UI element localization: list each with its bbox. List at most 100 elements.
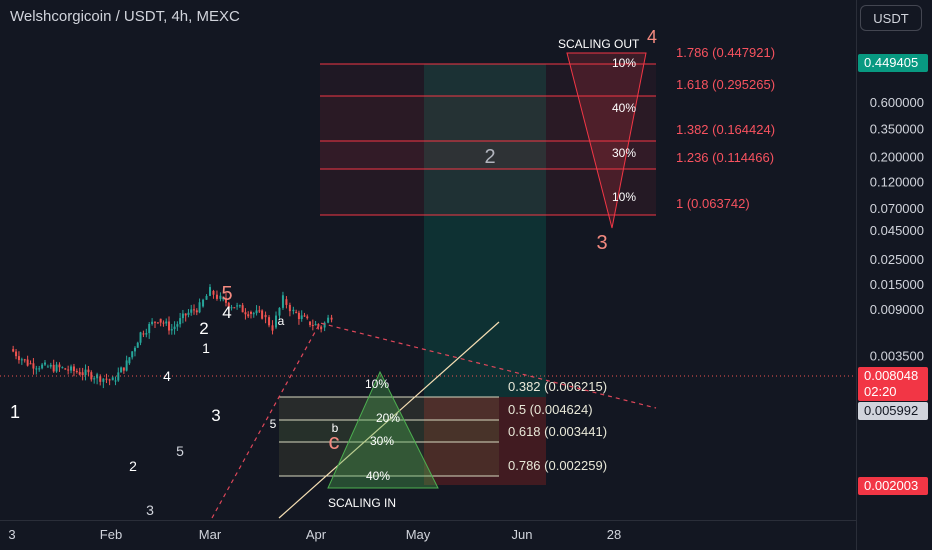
- candle-body[interactable]: [184, 313, 187, 316]
- candlestick-series[interactable]: [12, 284, 333, 389]
- candle-body[interactable]: [268, 317, 271, 326]
- candle-body[interactable]: [303, 315, 306, 317]
- candle-body[interactable]: [255, 310, 258, 314]
- candle-body[interactable]: [190, 309, 193, 313]
- candle-body[interactable]: [261, 310, 264, 319]
- candle-body[interactable]: [311, 325, 314, 327]
- candle-body[interactable]: [202, 299, 205, 307]
- candle-body[interactable]: [258, 310, 261, 312]
- candle-body[interactable]: [162, 322, 165, 324]
- candle-body[interactable]: [309, 321, 312, 326]
- candle-body[interactable]: [314, 324, 317, 326]
- candle-body[interactable]: [297, 312, 300, 320]
- candle-body[interactable]: [278, 307, 281, 316]
- candle-body[interactable]: [241, 305, 244, 313]
- candle-body[interactable]: [165, 321, 168, 324]
- candle-body[interactable]: [288, 304, 291, 312]
- candle-body[interactable]: [198, 302, 201, 313]
- candle-body[interactable]: [35, 368, 38, 370]
- candle-body[interactable]: [195, 310, 198, 313]
- candle-body[interactable]: [173, 326, 176, 330]
- candle-body[interactable]: [227, 302, 230, 308]
- candle-body[interactable]: [151, 321, 154, 324]
- candle-body[interactable]: [236, 305, 239, 307]
- candle-body[interactable]: [75, 371, 78, 373]
- candle-body[interactable]: [148, 323, 151, 334]
- candle-body[interactable]: [159, 318, 162, 323]
- candle-body[interactable]: [247, 314, 250, 317]
- candle-body[interactable]: [212, 290, 215, 295]
- candle-body[interactable]: [219, 295, 222, 299]
- long-position-loss-zone[interactable]: [424, 397, 546, 485]
- candle-body[interactable]: [29, 363, 32, 365]
- candle-body[interactable]: [215, 294, 218, 299]
- candle-body[interactable]: [17, 356, 20, 361]
- candle-body[interactable]: [133, 347, 136, 352]
- candle-body[interactable]: [142, 333, 145, 335]
- candle-body[interactable]: [64, 368, 67, 370]
- candle-body[interactable]: [44, 362, 46, 365]
- candle-body[interactable]: [90, 372, 93, 380]
- candle-body[interactable]: [222, 297, 225, 300]
- candle-body[interactable]: [12, 349, 15, 352]
- candle-body[interactable]: [170, 329, 173, 331]
- candle-body[interactable]: [209, 287, 211, 296]
- candle-body[interactable]: [32, 363, 35, 369]
- candle-body[interactable]: [233, 307, 236, 309]
- candle-body[interactable]: [306, 316, 309, 319]
- candle-body[interactable]: [238, 305, 241, 307]
- candle-body[interactable]: [70, 366, 73, 371]
- candle-body[interactable]: [327, 317, 330, 323]
- candle-body[interactable]: [96, 374, 99, 379]
- candle-body[interactable]: [176, 324, 179, 327]
- candle-body[interactable]: [320, 326, 323, 330]
- candle-body[interactable]: [52, 364, 55, 372]
- candle-body[interactable]: [78, 372, 81, 375]
- candle-body[interactable]: [46, 366, 49, 368]
- candle-body[interactable]: [244, 312, 247, 315]
- candle-body[interactable]: [93, 378, 96, 380]
- scaling-out-triangle[interactable]: [566, 52, 647, 229]
- candle-body[interactable]: [72, 366, 75, 372]
- candle-body[interactable]: [168, 321, 171, 331]
- dashed-channel-line[interactable]: [211, 322, 657, 519]
- fib-extension-lines[interactable]: 1.786 (0.447921) 1.618 (0.295265) 1.382 (0…: [320, 45, 775, 216]
- candle-body[interactable]: [285, 299, 288, 305]
- candle-body[interactable]: [84, 369, 87, 376]
- candle-body[interactable]: [117, 372, 120, 381]
- candle-body[interactable]: [20, 359, 23, 361]
- candle-body[interactable]: [252, 313, 255, 315]
- candle-body[interactable]: [26, 359, 29, 366]
- candle-body[interactable]: [295, 311, 298, 313]
- candle-body[interactable]: [15, 351, 18, 357]
- candle-body[interactable]: [224, 297, 227, 303]
- candle-body[interactable]: [67, 369, 70, 371]
- candle-body[interactable]: [120, 367, 123, 373]
- candle-body[interactable]: [58, 364, 61, 368]
- candle-body[interactable]: [330, 317, 333, 320]
- candle-body[interactable]: [145, 333, 148, 335]
- candle-body[interactable]: [81, 372, 84, 376]
- candle-body[interactable]: [136, 342, 139, 348]
- candle-body[interactable]: [38, 368, 41, 370]
- candle-body[interactable]: [281, 295, 284, 308]
- candle-body[interactable]: [55, 364, 58, 372]
- candle-body[interactable]: [156, 322, 159, 324]
- candle-body[interactable]: [323, 322, 326, 328]
- scaling-in-triangle[interactable]: [327, 370, 439, 489]
- candle-body[interactable]: [128, 357, 131, 364]
- candle-body[interactable]: [139, 332, 142, 343]
- candle-body[interactable]: [249, 311, 252, 314]
- candle-body[interactable]: [87, 369, 90, 373]
- candle-body[interactable]: [102, 378, 105, 382]
- candle-body[interactable]: [49, 364, 52, 367]
- candle-body[interactable]: [99, 376, 102, 382]
- candle-body[interactable]: [23, 359, 26, 361]
- candle-body[interactable]: [179, 318, 182, 325]
- candle-body[interactable]: [61, 367, 64, 369]
- candle-body[interactable]: [193, 309, 196, 311]
- candle-body[interactable]: [41, 364, 44, 369]
- candle-body[interactable]: [154, 321, 156, 323]
- candle-body[interactable]: [187, 312, 190, 315]
